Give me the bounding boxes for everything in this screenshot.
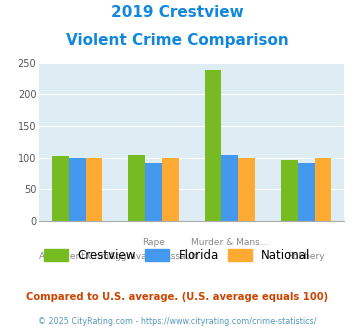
Bar: [315, 158, 331, 221]
Bar: [222, 154, 238, 221]
Text: Aggravated Assault: Aggravated Assault: [109, 252, 198, 261]
Text: Violent Crime Comparison: Violent Crime Comparison: [66, 33, 289, 48]
Bar: [52, 156, 69, 221]
Text: Robbery: Robbery: [288, 252, 325, 261]
Bar: [298, 163, 315, 221]
Bar: [238, 158, 255, 221]
Bar: [129, 155, 145, 221]
Text: © 2025 CityRating.com - https://www.cityrating.com/crime-statistics/: © 2025 CityRating.com - https://www.city…: [38, 317, 317, 326]
Text: 2019 Crestview: 2019 Crestview: [111, 5, 244, 20]
Text: Rape: Rape: [142, 238, 165, 247]
Bar: [162, 158, 179, 221]
Bar: [205, 70, 222, 221]
Bar: [86, 158, 102, 221]
Legend: Crestview, Florida, National: Crestview, Florida, National: [40, 244, 315, 266]
Text: All Violent Crime: All Violent Crime: [39, 252, 115, 261]
Text: Murder & Mans...: Murder & Mans...: [191, 238, 268, 247]
Text: Compared to U.S. average. (U.S. average equals 100): Compared to U.S. average. (U.S. average …: [26, 292, 329, 302]
Bar: [281, 160, 298, 221]
Bar: [69, 158, 86, 221]
Bar: [145, 163, 162, 221]
